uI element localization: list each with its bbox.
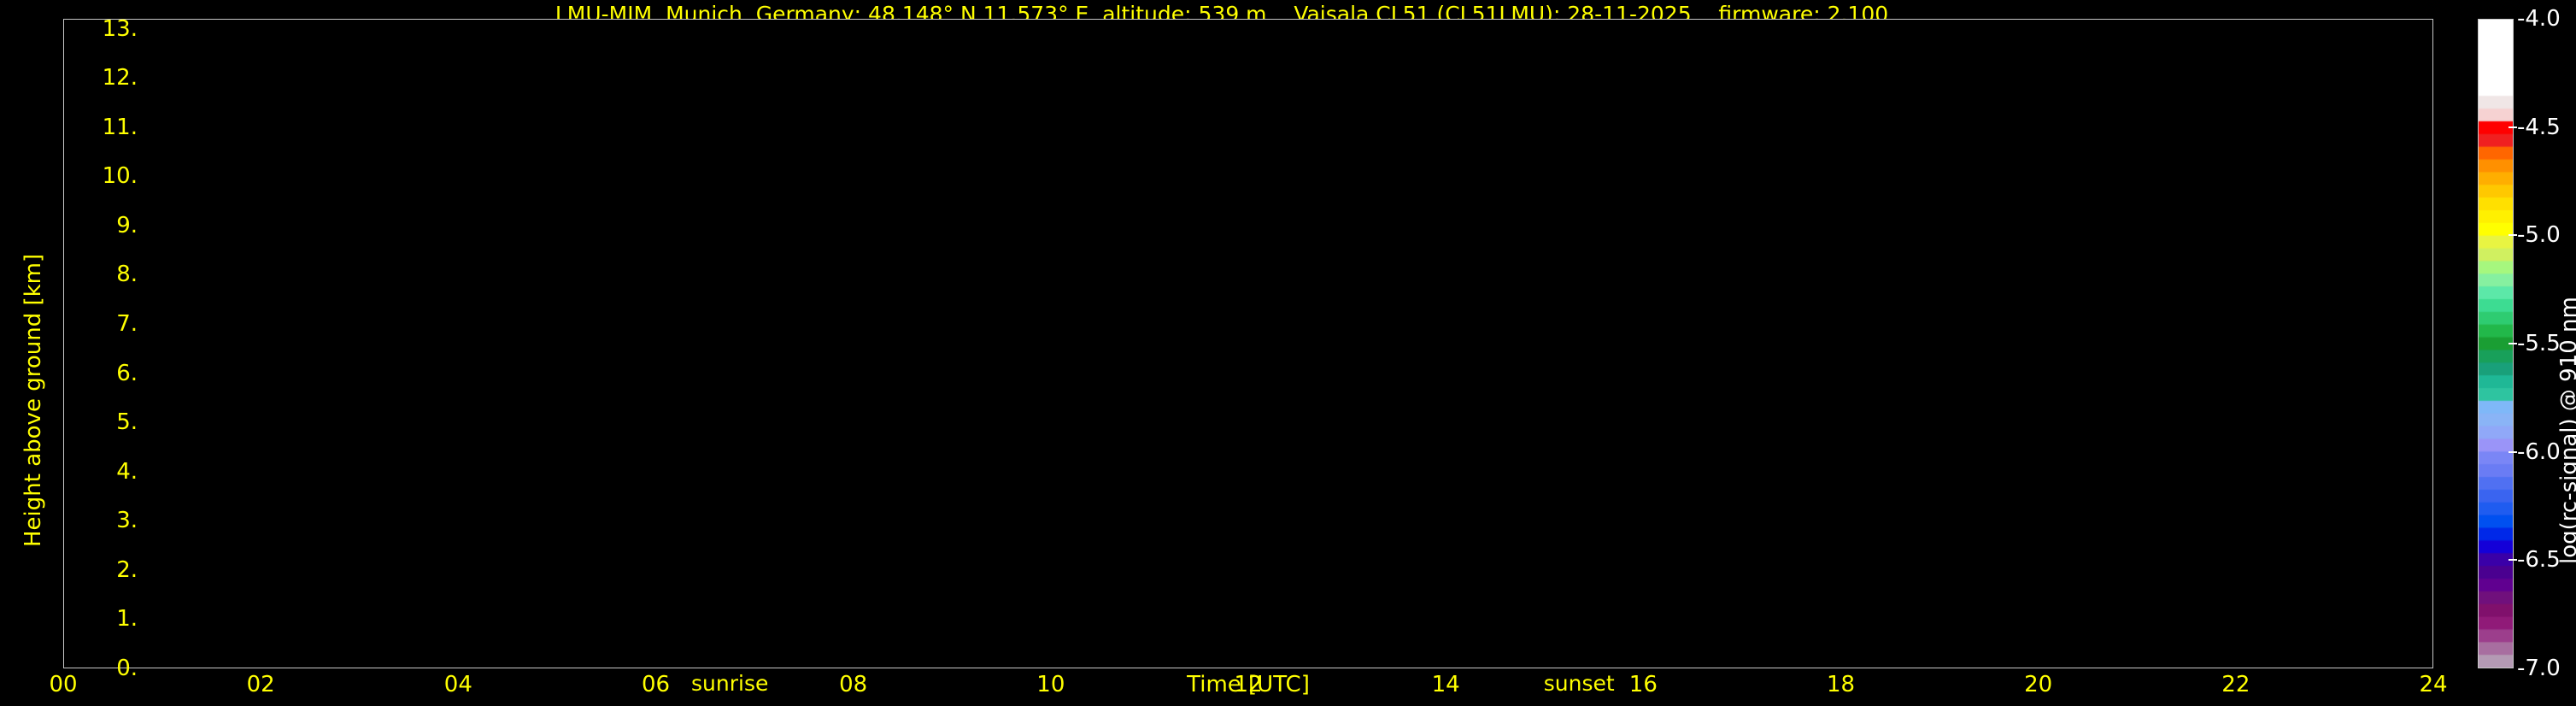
colorbar-tick-mark <box>2509 343 2517 344</box>
colorbar-tick-mark <box>2509 450 2517 453</box>
y-tick-label: 11. <box>102 114 138 140</box>
y-tick-label: 8. <box>116 262 138 288</box>
y-tick-label: 13. <box>102 15 138 42</box>
x-tick-label: 02 <box>246 672 275 697</box>
y-tick-label: 6. <box>116 360 138 386</box>
colorbar-label: log(rc-signal) @ 910 nm <box>2556 297 2576 564</box>
colorbar-tick-label: -5.0 <box>2517 222 2561 249</box>
y-tick-label: 4. <box>116 458 138 485</box>
x-tick-label: 18 <box>1826 672 1856 697</box>
x-tick-label: 24 <box>2419 672 2448 697</box>
y-tick-label: 2. <box>116 556 138 583</box>
colorbar-tick-mark <box>2509 126 2517 128</box>
colorbar <box>2478 19 2514 668</box>
colorbar-tick-label: -6.5 <box>2517 547 2561 574</box>
colorbar-tick-mark <box>2509 234 2517 237</box>
colorbar-tick-label: -4.0 <box>2517 6 2561 32</box>
x-tick-label: 16 <box>1628 672 1658 697</box>
x-tick-label: 20 <box>2024 672 2053 697</box>
y-tick-label: 7. <box>116 310 138 337</box>
x-tick-label: 10 <box>1036 672 1065 697</box>
y-tick-label: 1. <box>116 606 138 632</box>
x-tick-label: 08 <box>839 672 868 697</box>
colorbar-tick-label: -6.0 <box>2517 438 2561 465</box>
colorbar-tick-label: -5.5 <box>2517 331 2561 356</box>
colorbar-tick-label: -7.0 <box>2517 656 2561 681</box>
colorbar-tick-mark <box>2509 559 2517 562</box>
y-tick-label: 9. <box>116 212 138 238</box>
backscatter-heatmap[interactable] <box>63 19 2433 668</box>
x-tick-label: 00 <box>49 672 78 697</box>
colorbar-tick-label: -4.5 <box>2517 114 2561 140</box>
y-tick-label: 3. <box>116 508 138 534</box>
y-tick-label: 12. <box>102 65 138 91</box>
page-title: LMU-MIM, Munich, Germany; 48.148° N 11.5… <box>555 2 1889 26</box>
y-tick-label: 10. <box>102 163 138 190</box>
x-tick-label: 04 <box>443 672 472 697</box>
x-axis-label: Time [UTC] <box>1187 672 1310 697</box>
x-tick-label: 12 <box>1234 672 1263 697</box>
annotation-sunset: sunset <box>1543 671 1615 696</box>
annotation-sunrise: sunrise <box>691 671 769 696</box>
x-tick-label: 06 <box>641 672 671 697</box>
y-axis-label: Height above ground [km] <box>21 253 46 547</box>
x-tick-label: 14 <box>1431 672 1460 697</box>
y-tick-label: 5. <box>116 409 138 436</box>
x-tick-label: 22 <box>2221 672 2250 697</box>
y-tick-label: 0. <box>116 656 138 681</box>
